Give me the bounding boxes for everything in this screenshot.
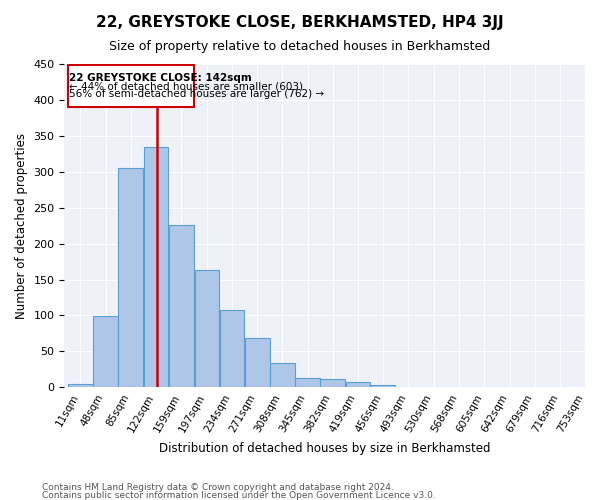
Bar	[270, 363, 295, 388]
Bar	[93, 316, 118, 388]
Text: Contains public sector information licensed under the Open Government Licence v3: Contains public sector information licen…	[42, 491, 436, 500]
Text: 56% of semi-detached houses are larger (762) →: 56% of semi-detached houses are larger (…	[69, 89, 324, 99]
Bar	[245, 338, 269, 388]
Text: Contains HM Land Registry data © Crown copyright and database right 2024.: Contains HM Land Registry data © Crown c…	[42, 484, 394, 492]
Bar	[396, 386, 421, 388]
Bar	[346, 382, 370, 388]
Text: 22, GREYSTOKE CLOSE, BERKHAMSTED, HP4 3JJ: 22, GREYSTOKE CLOSE, BERKHAMSTED, HP4 3J…	[96, 15, 504, 30]
Bar	[169, 225, 194, 388]
Y-axis label: Number of detached properties: Number of detached properties	[15, 132, 28, 318]
Bar	[118, 168, 143, 388]
FancyBboxPatch shape	[68, 66, 194, 107]
Bar	[194, 270, 219, 388]
Text: Size of property relative to detached houses in Berkhamsted: Size of property relative to detached ho…	[109, 40, 491, 53]
Bar	[68, 384, 93, 388]
Bar	[371, 385, 395, 388]
Bar	[548, 386, 572, 388]
Bar	[320, 378, 345, 388]
Bar	[220, 310, 244, 388]
Text: ← 44% of detached houses are smaller (603): ← 44% of detached houses are smaller (60…	[69, 81, 303, 91]
Bar	[295, 378, 320, 388]
X-axis label: Distribution of detached houses by size in Berkhamsted: Distribution of detached houses by size …	[159, 442, 490, 455]
Text: 22 GREYSTOKE CLOSE: 142sqm: 22 GREYSTOKE CLOSE: 142sqm	[69, 72, 252, 83]
Bar	[143, 146, 168, 388]
